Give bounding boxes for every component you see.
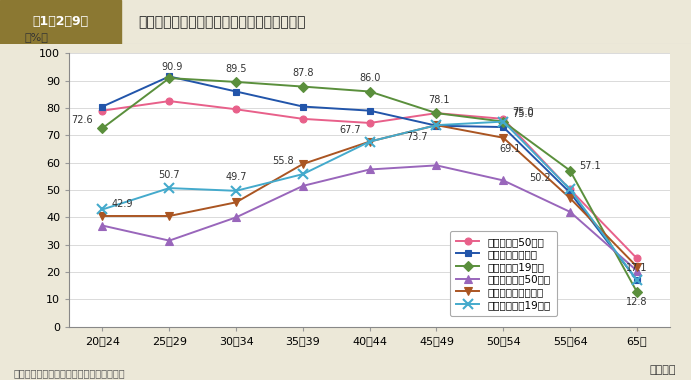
Line: 有配偶（平成19年）: 有配偶（平成19年） (97, 117, 642, 285)
未婚（平成２年） (299, 104, 307, 109)
Text: 87.8: 87.8 (292, 68, 314, 78)
有配偶（平成２年） (299, 162, 307, 166)
有配偶（昭和50年） (499, 178, 507, 183)
Line: 未婚（平成19年）: 未婚（平成19年） (99, 74, 641, 295)
未婚（平成19年） (499, 119, 507, 124)
Text: 75.0: 75.0 (512, 108, 533, 117)
未婚（昭和50年） (633, 256, 641, 261)
Text: 90.9: 90.9 (162, 62, 182, 72)
有配偶（平成２年） (566, 196, 574, 201)
Text: 72.6: 72.6 (71, 116, 93, 125)
Text: 78.1: 78.1 (428, 95, 450, 105)
Text: 49.7: 49.7 (225, 173, 247, 182)
未婚（昭和50年） (433, 111, 441, 116)
有配偶（昭和50年） (232, 215, 240, 220)
有配偶（平成19年） (98, 207, 106, 212)
未婚（平成19年） (633, 290, 641, 294)
未婚（昭和50年） (499, 117, 507, 121)
未婚（平成２年） (366, 108, 374, 113)
有配偶（平成19年） (566, 187, 574, 192)
Text: （備考）総務省「労働力調査」より作成。: （備考）総務省「労働力調査」より作成。 (14, 368, 126, 378)
Text: 第1－2－9図: 第1－2－9図 (32, 15, 88, 28)
Text: 69.1: 69.1 (500, 144, 521, 154)
未婚（平成19年） (566, 168, 574, 173)
有配偶（平成２年） (165, 214, 173, 218)
未婚（平成19年） (165, 76, 173, 81)
Text: （%）: （%） (24, 32, 48, 42)
未婚（平成19年） (366, 89, 374, 94)
未婚（平成19年） (433, 111, 441, 116)
Text: 86.0: 86.0 (359, 73, 380, 83)
有配偶（昭和50年） (633, 268, 641, 273)
有配偶（昭和50年） (566, 210, 574, 214)
有配偶（平成19年） (165, 186, 173, 190)
有配偶（平成２年） (366, 139, 374, 144)
有配偶（平成19年） (433, 123, 441, 127)
Text: 73.7: 73.7 (406, 132, 428, 142)
未婚（昭和50年） (98, 108, 106, 113)
Text: 50.7: 50.7 (158, 170, 180, 180)
未婚（昭和50年） (299, 117, 307, 121)
Line: 有配偶（昭和50年）: 有配偶（昭和50年） (98, 161, 641, 275)
Text: 17.1: 17.1 (626, 263, 647, 273)
有配偶（昭和50年） (98, 223, 106, 228)
未婚（平成２年） (499, 125, 507, 129)
Line: 未婚（昭和50年）: 未婚（昭和50年） (99, 98, 641, 262)
未婚（平成19年） (98, 126, 106, 130)
未婚（昭和50年） (566, 187, 574, 192)
有配偶（平成２年） (433, 123, 441, 127)
Text: 50.2: 50.2 (529, 173, 550, 182)
有配偶（平成２年） (232, 200, 240, 204)
Text: 75.0: 75.0 (512, 109, 533, 119)
有配偶（昭和50年） (165, 238, 173, 243)
未婚（平成２年） (633, 278, 641, 282)
未婚（昭和50年） (366, 121, 374, 125)
Text: 42.9: 42.9 (111, 200, 133, 209)
Text: 配偶関係別女性の年齢階級別労働力率の推移: 配偶関係別女性の年齢階級別労働力率の推移 (138, 15, 305, 29)
未婚（平成19年） (299, 84, 307, 89)
有配偶（昭和50年） (299, 184, 307, 188)
Text: 12.8: 12.8 (626, 297, 647, 307)
Text: 67.7: 67.7 (339, 125, 361, 135)
有配偶（平成19年） (232, 188, 240, 193)
未婚（平成２年） (98, 104, 106, 109)
有配偶（平成19年） (633, 278, 641, 282)
有配偶（平成19年） (499, 119, 507, 124)
未婚（平成２年） (433, 124, 441, 128)
未婚（昭和50年） (165, 99, 173, 103)
有配偶（昭和50年） (366, 167, 374, 172)
Text: （年齢）: （年齢） (650, 365, 676, 375)
未婚（平成19年） (232, 80, 240, 84)
Text: 57.1: 57.1 (578, 161, 600, 171)
有配偶（平成19年） (299, 172, 307, 176)
有配偶（平成２年） (98, 214, 106, 218)
Line: 未婚（平成２年）: 未婚（平成２年） (99, 73, 641, 283)
Text: 89.5: 89.5 (225, 63, 247, 74)
Text: 55.8: 55.8 (273, 156, 294, 166)
未婚（昭和50年） (232, 107, 240, 112)
未婚（平成２年） (165, 74, 173, 79)
Legend: 未婚（昭和50年）, 未婚（平成２年）, 未婚（平成19年）, 有配偶（昭和50年）, 有配偶（平成２年）, 有配偶（平成19年）: 未婚（昭和50年）, 未婚（平成２年）, 未婚（平成19年）, 有配偶（昭和50… (450, 231, 557, 316)
有配偶（平成２年） (499, 135, 507, 140)
有配偶（平成19年） (366, 139, 374, 144)
Bar (0, 0, 121, 44)
未婚（平成２年） (232, 89, 240, 94)
未婚（平成２年） (566, 190, 574, 195)
有配偶（昭和50年） (433, 163, 441, 168)
Line: 有配偶（平成２年）: 有配偶（平成２年） (98, 121, 641, 271)
有配偶（平成２年） (633, 264, 641, 269)
